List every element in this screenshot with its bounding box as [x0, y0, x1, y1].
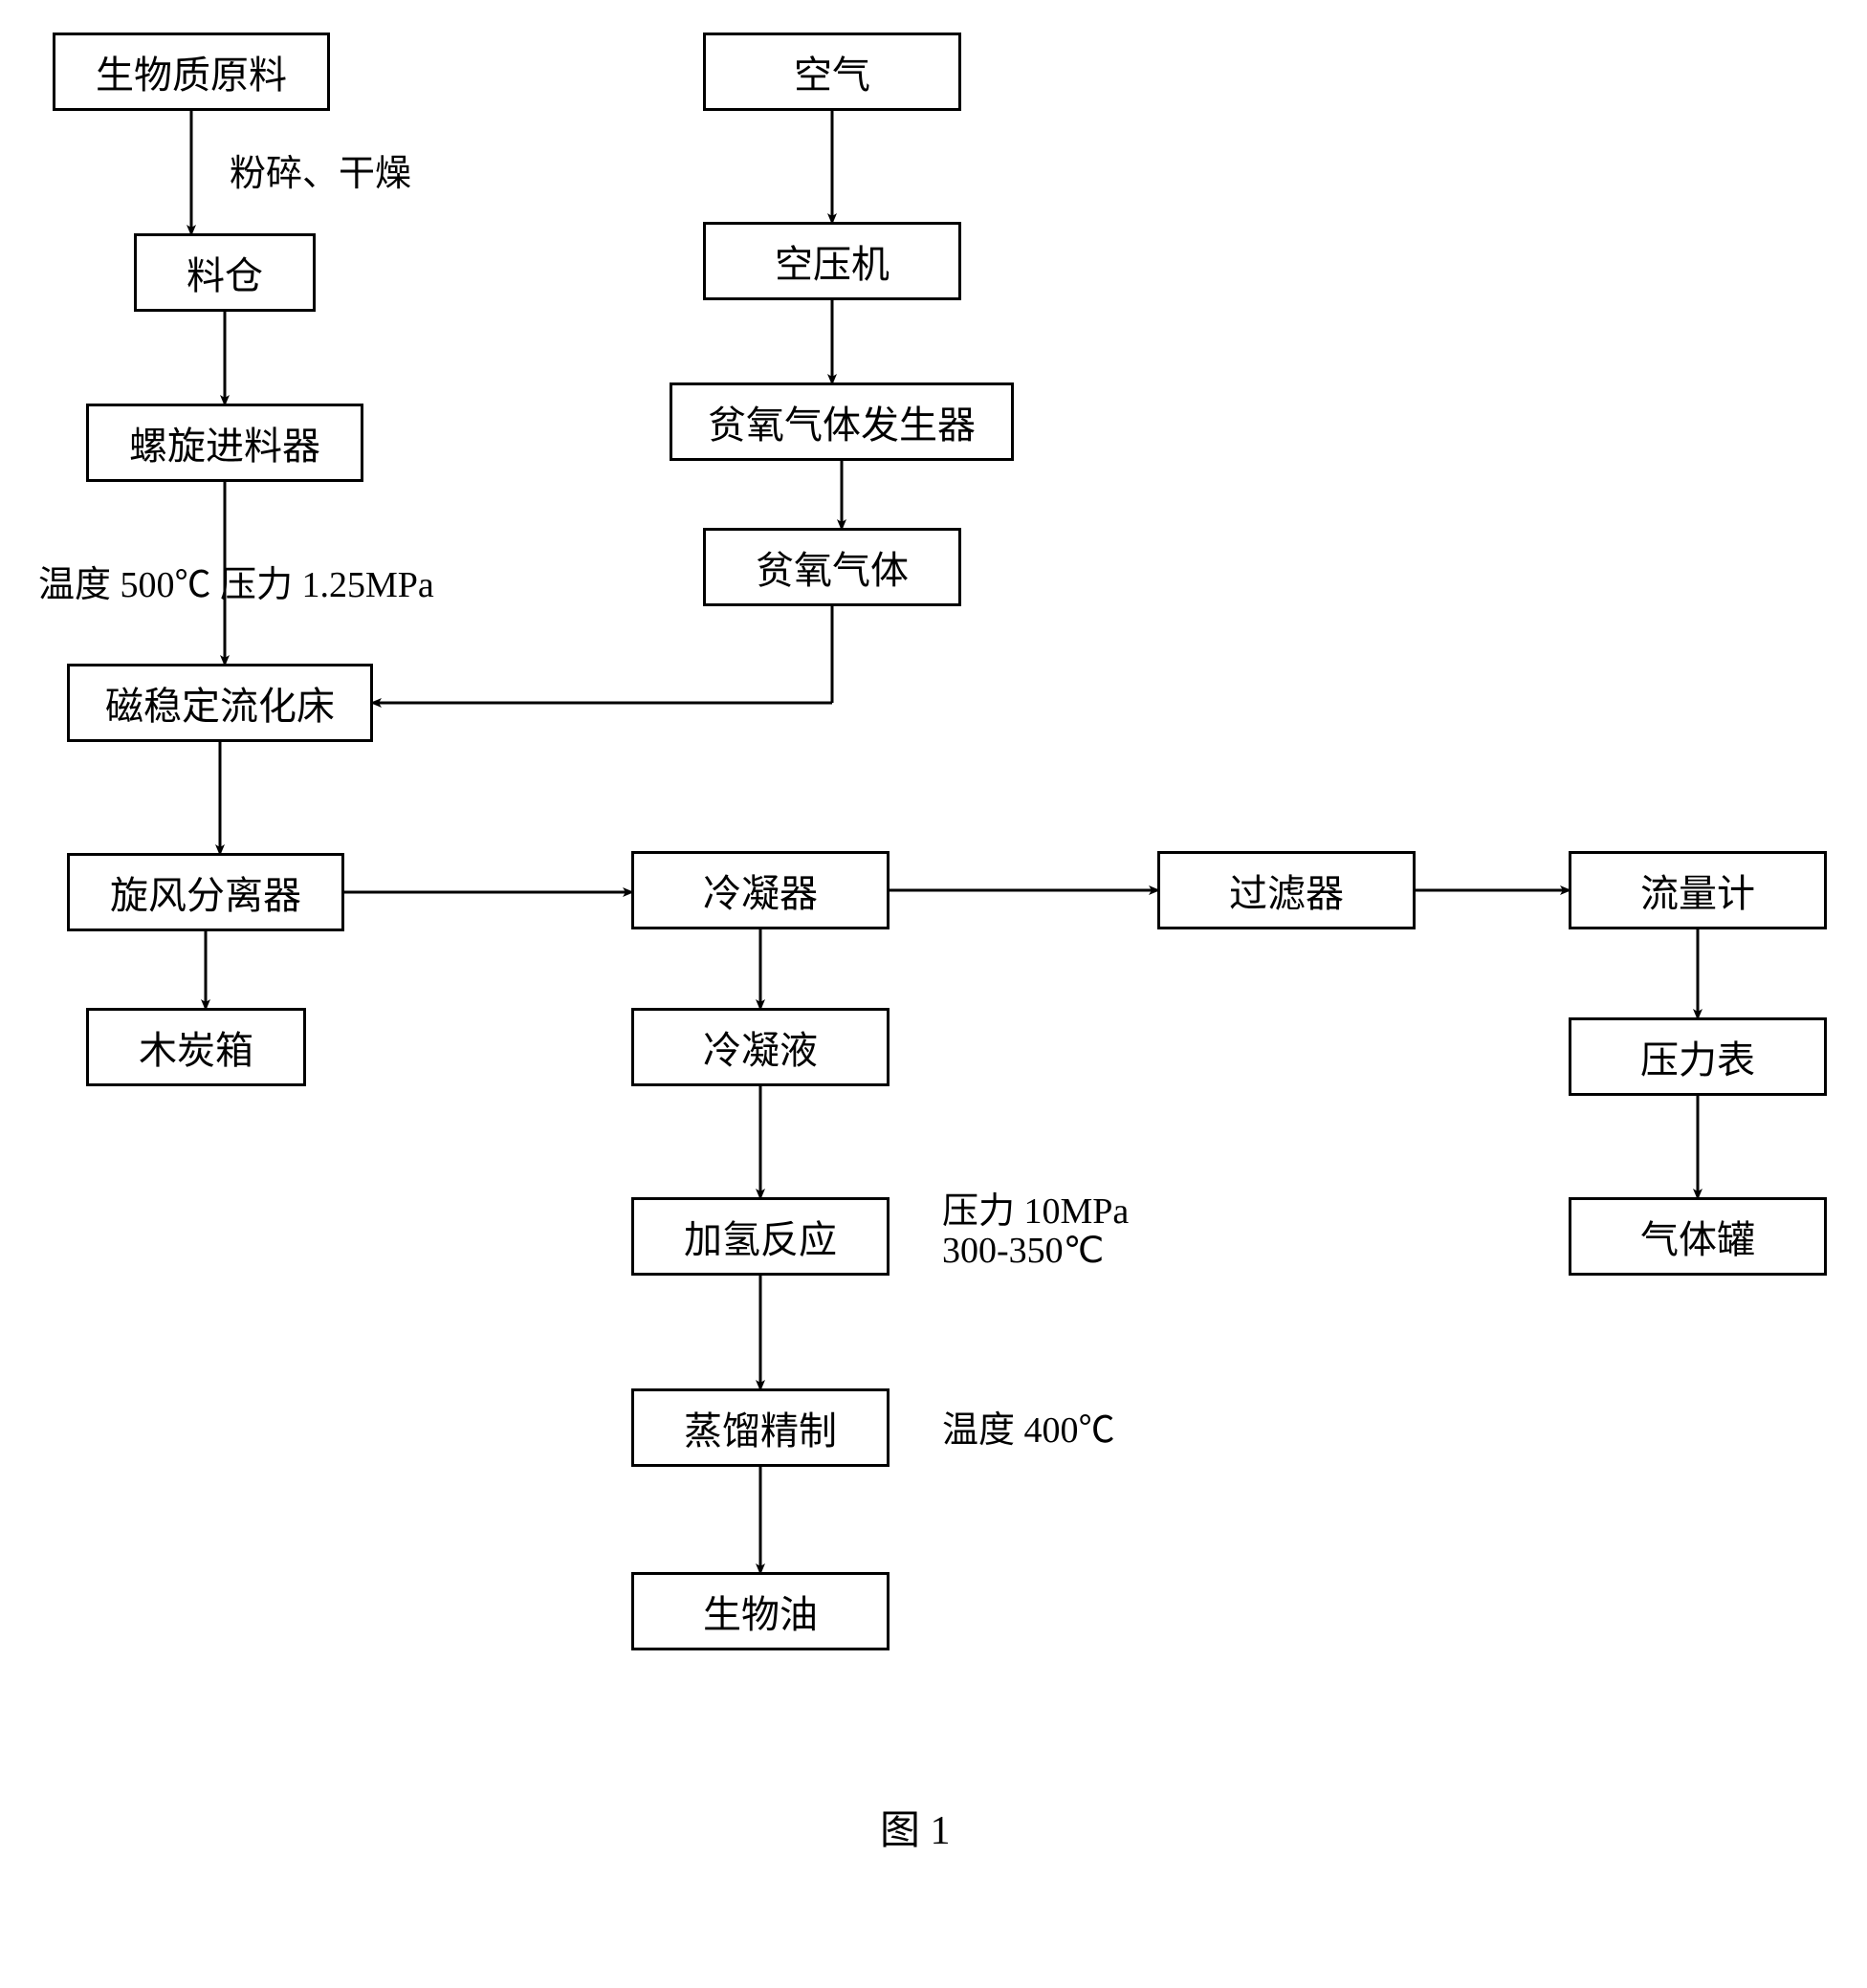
- node-msfb: 磁稳定流化床: [67, 664, 373, 742]
- label-p_hydro: 压力 10MPa: [942, 1181, 1129, 1234]
- node-silo: 料仓: [134, 233, 316, 312]
- node-leanO2: 贫氧气体: [703, 528, 961, 606]
- label-crush: 粉碎、干燥: [230, 143, 411, 196]
- figure-caption: 图 1: [880, 1798, 951, 1856]
- node-condenser: 冷凝器: [631, 851, 890, 929]
- label-t_hydro: 300-350℃: [942, 1229, 1104, 1272]
- node-hydro: 加氢反应: [631, 1197, 890, 1276]
- node-cyclone: 旋风分离器: [67, 853, 344, 931]
- node-air: 空气: [703, 33, 961, 111]
- label-t_dist: 温度 400℃: [942, 1400, 1115, 1453]
- node-condensate: 冷凝液: [631, 1008, 890, 1086]
- node-biomass: 生物质原料: [53, 33, 330, 111]
- node-charbox: 木炭箱: [86, 1008, 306, 1086]
- node-leanO2gen: 贫氧气体发生器: [670, 382, 1014, 461]
- node-flowmeter: 流量计: [1569, 851, 1827, 929]
- node-gauge: 压力表: [1569, 1017, 1827, 1096]
- node-distill: 蒸馏精制: [631, 1388, 890, 1467]
- node-filter: 过滤器: [1157, 851, 1416, 929]
- node-gastank: 气体罐: [1569, 1197, 1827, 1276]
- label-tp_msfb: 温度 500℃ 压力 1.25MPa: [38, 555, 434, 607]
- node-biooil: 生物油: [631, 1572, 890, 1650]
- node-compressor: 空压机: [703, 222, 961, 300]
- node-screw: 螺旋进料器: [86, 404, 363, 482]
